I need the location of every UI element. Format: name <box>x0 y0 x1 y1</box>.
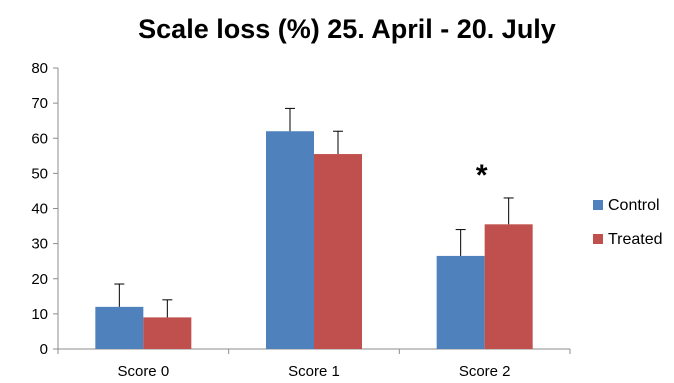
x-category-label: Score 0 <box>117 363 169 380</box>
y-tick-label: 0 <box>40 341 48 358</box>
bars <box>95 131 533 349</box>
bar-control <box>436 255 485 349</box>
error-bars <box>114 107 514 318</box>
legend-label: Treated <box>608 231 663 248</box>
annotations: * <box>476 159 488 192</box>
bar-treated <box>314 154 362 349</box>
y-tick-label: 70 <box>31 95 48 112</box>
legend-swatch <box>593 200 603 210</box>
y-tick-label: 80 <box>31 60 48 77</box>
x-category-label: Score 1 <box>288 363 340 380</box>
bar-treated <box>143 317 192 349</box>
chart-title: Scale loss (%) 25. April - 20. July <box>138 14 556 44</box>
legend-label: Control <box>608 197 660 214</box>
y-tick-label: 10 <box>31 306 48 323</box>
x-axis: Score 0 Score 1 Score 2 <box>57 348 571 380</box>
legend-swatch <box>593 234 603 244</box>
y-tick-label: 40 <box>31 201 48 218</box>
legend: Control Treated <box>593 197 663 248</box>
y-axis: 0 10 20 30 40 50 60 70 80 <box>31 60 59 358</box>
bar-control <box>95 306 144 349</box>
significance-annotation: * <box>476 159 488 192</box>
x-category-label: Score 2 <box>459 363 511 380</box>
y-tick-label: 50 <box>31 165 48 182</box>
y-tick-label: 60 <box>31 130 48 147</box>
y-tick-label: 20 <box>31 271 48 288</box>
y-tick-label: 30 <box>31 236 48 253</box>
bar-control <box>266 131 314 349</box>
bar-treated <box>484 224 533 349</box>
